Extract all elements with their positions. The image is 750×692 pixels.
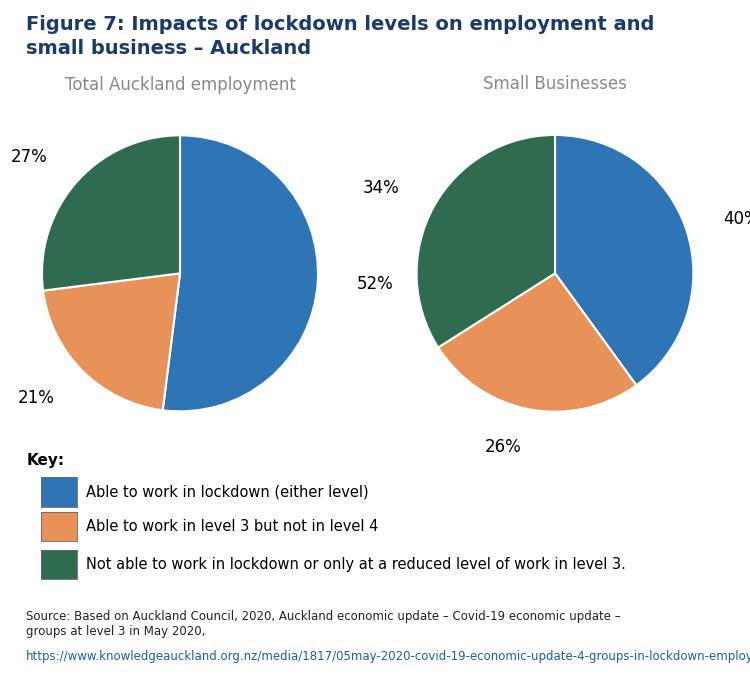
Title: Total Auckland employment: Total Auckland employment (64, 75, 296, 93)
Wedge shape (555, 135, 694, 385)
Text: 52%: 52% (356, 275, 393, 293)
Text: Able to work in level 3 but not in level 4: Able to work in level 3 but not in level… (86, 519, 379, 534)
Text: Source: Based on Auckland Council, 2020, Auckland economic update – Covid-19 eco: Source: Based on Auckland Council, 2020,… (26, 610, 621, 638)
Wedge shape (43, 273, 180, 410)
Wedge shape (416, 135, 555, 347)
Text: Not able to work in lockdown or only at a reduced level of work in level 3.: Not able to work in lockdown or only at … (86, 557, 626, 572)
Text: 21%: 21% (18, 389, 55, 408)
Text: Key:: Key: (26, 453, 64, 468)
Text: 34%: 34% (363, 179, 400, 197)
Text: 27%: 27% (10, 147, 47, 165)
Text: Able to work in lockdown (either level): Able to work in lockdown (either level) (86, 484, 369, 500)
Wedge shape (438, 273, 636, 412)
Title: Small Businesses: Small Businesses (483, 75, 627, 93)
Text: Figure 7: Impacts of lockdown levels on employment and
small business – Auckland: Figure 7: Impacts of lockdown levels on … (26, 15, 655, 59)
Text: 26%: 26% (485, 438, 522, 456)
Text: 40%: 40% (724, 210, 750, 228)
Wedge shape (42, 136, 180, 291)
Text: https://www.knowledgeauckland.org.nz/media/1817/05may-2020-covid-19-economic-upd: https://www.knowledgeauckland.org.nz/med… (26, 650, 750, 664)
Wedge shape (163, 136, 318, 411)
